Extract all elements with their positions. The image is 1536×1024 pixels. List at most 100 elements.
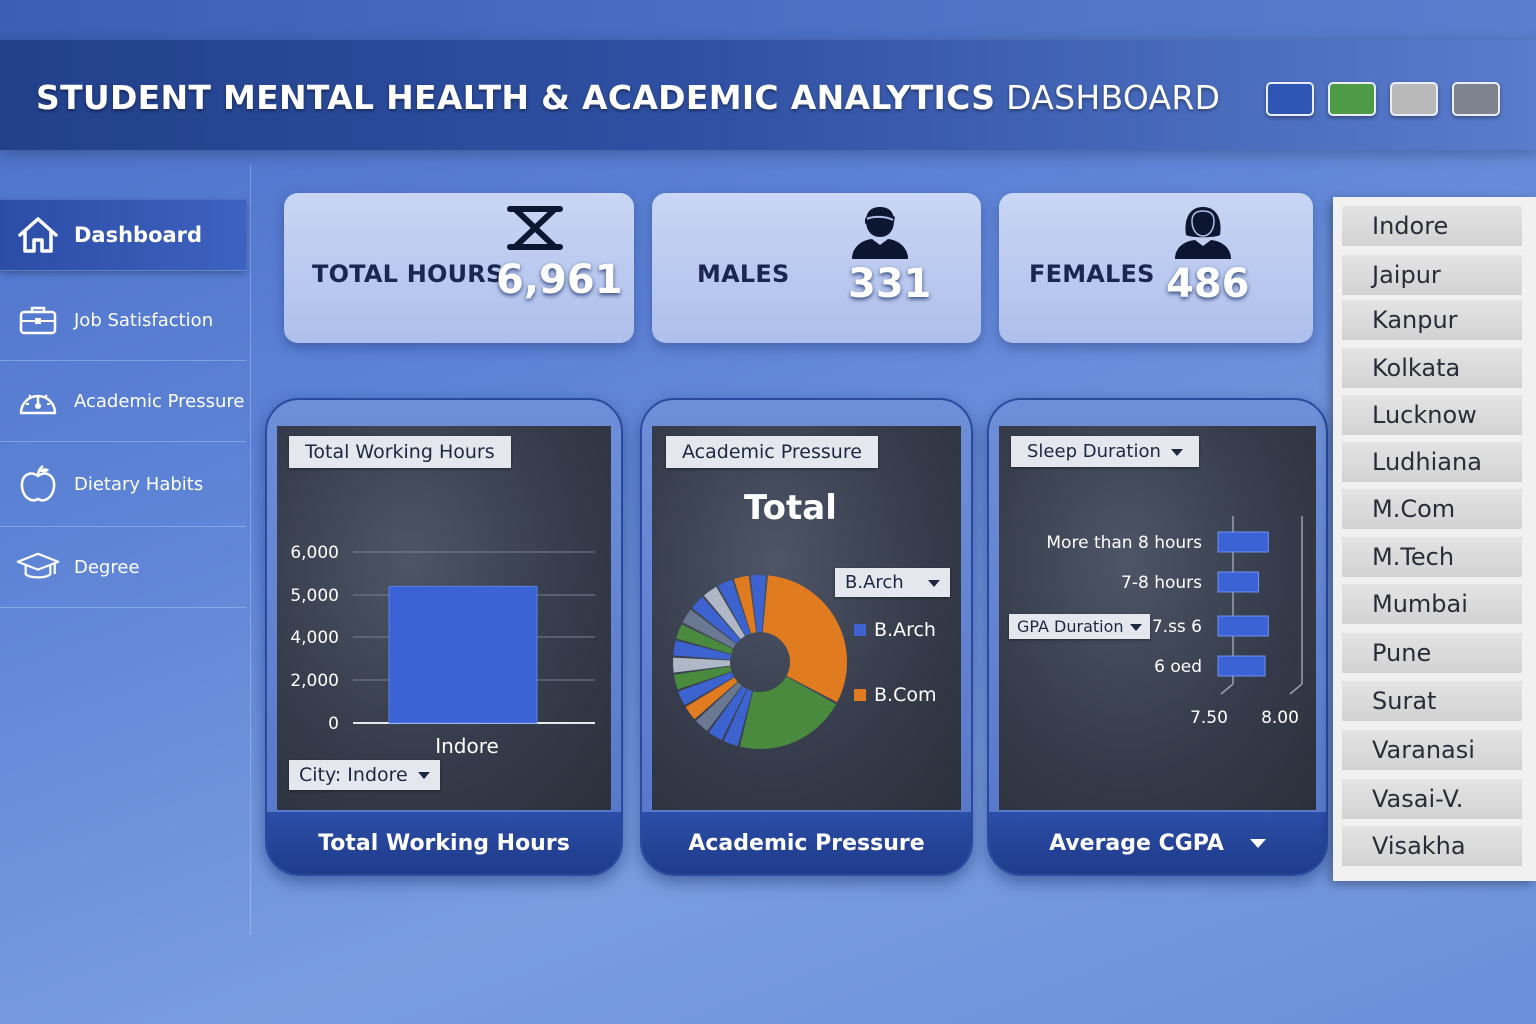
kpi-label: FEMALES: [1029, 260, 1155, 288]
chevron-down-icon: [417, 772, 430, 779]
kpi-value: 331: [848, 261, 932, 307]
chevron-down-icon: [1129, 624, 1142, 631]
sidebar-item-dietary-habits[interactable]: Dietary Habits: [0, 442, 246, 527]
pie-slice: [718, 579, 751, 636]
hbar-chart: More than 8 hours 7-8 hours 7.ss 6 6 oed 7.5…: [1046, 516, 1303, 728]
city-item[interactable]: M.Tech: [1342, 537, 1522, 577]
kpi-total-hours: TOTAL HOURS 6,961: [284, 193, 634, 343]
panel-sleep-duration: More than 8 hours 7-8 hours 7.ss 6 6 oed 7.5…: [987, 398, 1328, 876]
legend-item: B.Com: [854, 684, 936, 706]
apple-icon: [16, 464, 60, 504]
pie-slice: [708, 686, 747, 741]
city-item[interactable]: Jaipur: [1342, 255, 1522, 295]
bar: [1217, 655, 1266, 677]
city-item[interactable]: Varanasi: [1342, 730, 1522, 770]
city-item[interactable]: Kolkata: [1342, 348, 1522, 388]
swatch-dark-gray[interactable]: [1452, 82, 1500, 116]
city-filter-dropdown[interactable]: City: Indore: [289, 760, 440, 790]
header: STUDENT MENTAL HEALTH & ACADEMIC ANALYTI…: [0, 40, 1536, 150]
dropdown-label: Sleep Duration: [1027, 441, 1161, 462]
pie-chart: [673, 575, 847, 749]
swatch-blue[interactable]: [1266, 82, 1314, 116]
bar-chart: 0 2,000 4,000 5,000 6,000 Indore: [290, 543, 595, 758]
graduation-cap-icon: [16, 547, 60, 587]
footer-title: Total Working Hours: [318, 830, 570, 856]
y-tick-label: 2,000: [290, 671, 339, 691]
sidebar-item-label: Dietary Habits: [74, 473, 204, 495]
chart-tag: Total Working Hours: [289, 436, 511, 468]
degree-filter-dropdown[interactable]: B.Arch: [835, 568, 950, 597]
city-item[interactable]: Ludhiana: [1342, 442, 1522, 482]
city-item[interactable]: Pune: [1342, 633, 1522, 673]
sidebar-item-label: Job Satisfaction: [74, 309, 214, 331]
city-item[interactable]: Mumbai: [1342, 584, 1522, 624]
city-item[interactable]: Lucknow: [1342, 395, 1522, 435]
panel-footer[interactable]: Average CGPA: [989, 812, 1326, 874]
chevron-down-icon: [1249, 838, 1266, 848]
legend-label: B.Arch: [874, 619, 936, 641]
city-item[interactable]: Kanpur: [1342, 300, 1522, 340]
panel-working-hours: 0 2,000 4,000 5,000 6,000 Indore Total Workin…: [265, 398, 623, 876]
dropdown-label: GPA Duration: [1017, 617, 1124, 636]
kpi-females: FEMALES 486: [999, 193, 1313, 343]
axis-line: [1289, 683, 1303, 695]
footer-title: Academic Pressure: [688, 830, 925, 856]
y-tick-label: 6,000: [290, 543, 339, 563]
category-label: 6 oed: [1154, 657, 1202, 677]
sidebar-item-job-satisfaction[interactable]: Job Satisfaction: [0, 280, 246, 361]
chart-area: 0 2,000 4,000 5,000 6,000 Indore Total Workin…: [277, 426, 611, 810]
y-tick-label: 5,000: [290, 586, 339, 606]
sidebar-item-label: Degree: [74, 556, 140, 578]
sidebar-item-academic-pressure[interactable]: Academic Pressure: [0, 361, 246, 442]
gauge-icon: [16, 381, 60, 421]
footer-title: Average CGPA: [1049, 830, 1224, 856]
home-icon: [16, 215, 60, 255]
y-tick-label: 0: [328, 714, 339, 734]
pie-slice: [673, 640, 731, 660]
city-item[interactable]: Surat: [1342, 681, 1522, 721]
panel-footer: Academic Pressure: [642, 812, 971, 874]
panel-footer: Total Working Hours: [267, 812, 621, 874]
pie-slice: [682, 609, 737, 649]
y-tick-label: 4,000: [290, 628, 339, 648]
sleep-duration-dropdown[interactable]: Sleep Duration: [1011, 436, 1199, 467]
city-item[interactable]: Indore: [1342, 206, 1522, 246]
category-label: 7.ss 6: [1152, 617, 1202, 637]
sidebar-item-label: Dashboard: [74, 223, 203, 247]
swatch-light-gray[interactable]: [1390, 82, 1438, 116]
category-label: More than 8 hours: [1046, 533, 1202, 553]
chart-area: More than 8 hours 7-8 hours 7.ss 6 6 oed 7.5…: [999, 426, 1316, 810]
pie-slice: [685, 677, 738, 720]
chevron-down-icon: [927, 579, 940, 587]
x-tick-label: 8.00: [1261, 708, 1299, 728]
title-light: DASHBOARD: [1006, 78, 1221, 117]
briefcase-icon: [16, 300, 60, 340]
pie-slice: [695, 682, 742, 732]
gpa-duration-dropdown[interactable]: GPA Duration: [1009, 614, 1150, 639]
city-item[interactable]: Vasai-V.: [1342, 779, 1522, 819]
sidebar: Dashboard Job Satisfaction Academic Pres…: [0, 165, 251, 935]
legend-item: B.Arch: [854, 619, 936, 641]
city-slicer: Indore Jaipur Kanpur Kolkata Lucknow Ludhiana…: [1333, 197, 1536, 881]
bar: [1217, 531, 1269, 553]
pie-slice: [733, 575, 757, 634]
sidebar-item-dashboard[interactable]: Dashboard: [0, 200, 246, 271]
pie-slice: [678, 672, 734, 706]
legend-label: B.Com: [874, 684, 937, 706]
kpi-value: 6,961: [496, 257, 623, 303]
male-user-icon: [850, 205, 910, 265]
filter-value: B.Arch: [845, 572, 904, 593]
kpi-label: MALES: [697, 260, 790, 288]
city-item[interactable]: M.Com: [1342, 489, 1522, 529]
pie-slice: [691, 596, 741, 644]
sidebar-item-degree[interactable]: Degree: [0, 527, 246, 608]
pie-slice: [703, 586, 745, 640]
sidebar-item-label: Academic Pressure: [74, 390, 245, 412]
chart-area: Academic Pressure Total B.Arch B.Arch B.…: [652, 426, 961, 810]
pie-slice: [673, 657, 731, 673]
x-tick-label: 7.50: [1190, 708, 1228, 728]
swatch-green[interactable]: [1328, 82, 1376, 116]
chart-tag: Academic Pressure: [666, 436, 878, 468]
city-item[interactable]: Visakha: [1342, 826, 1522, 866]
legend-swatch: [854, 624, 866, 636]
